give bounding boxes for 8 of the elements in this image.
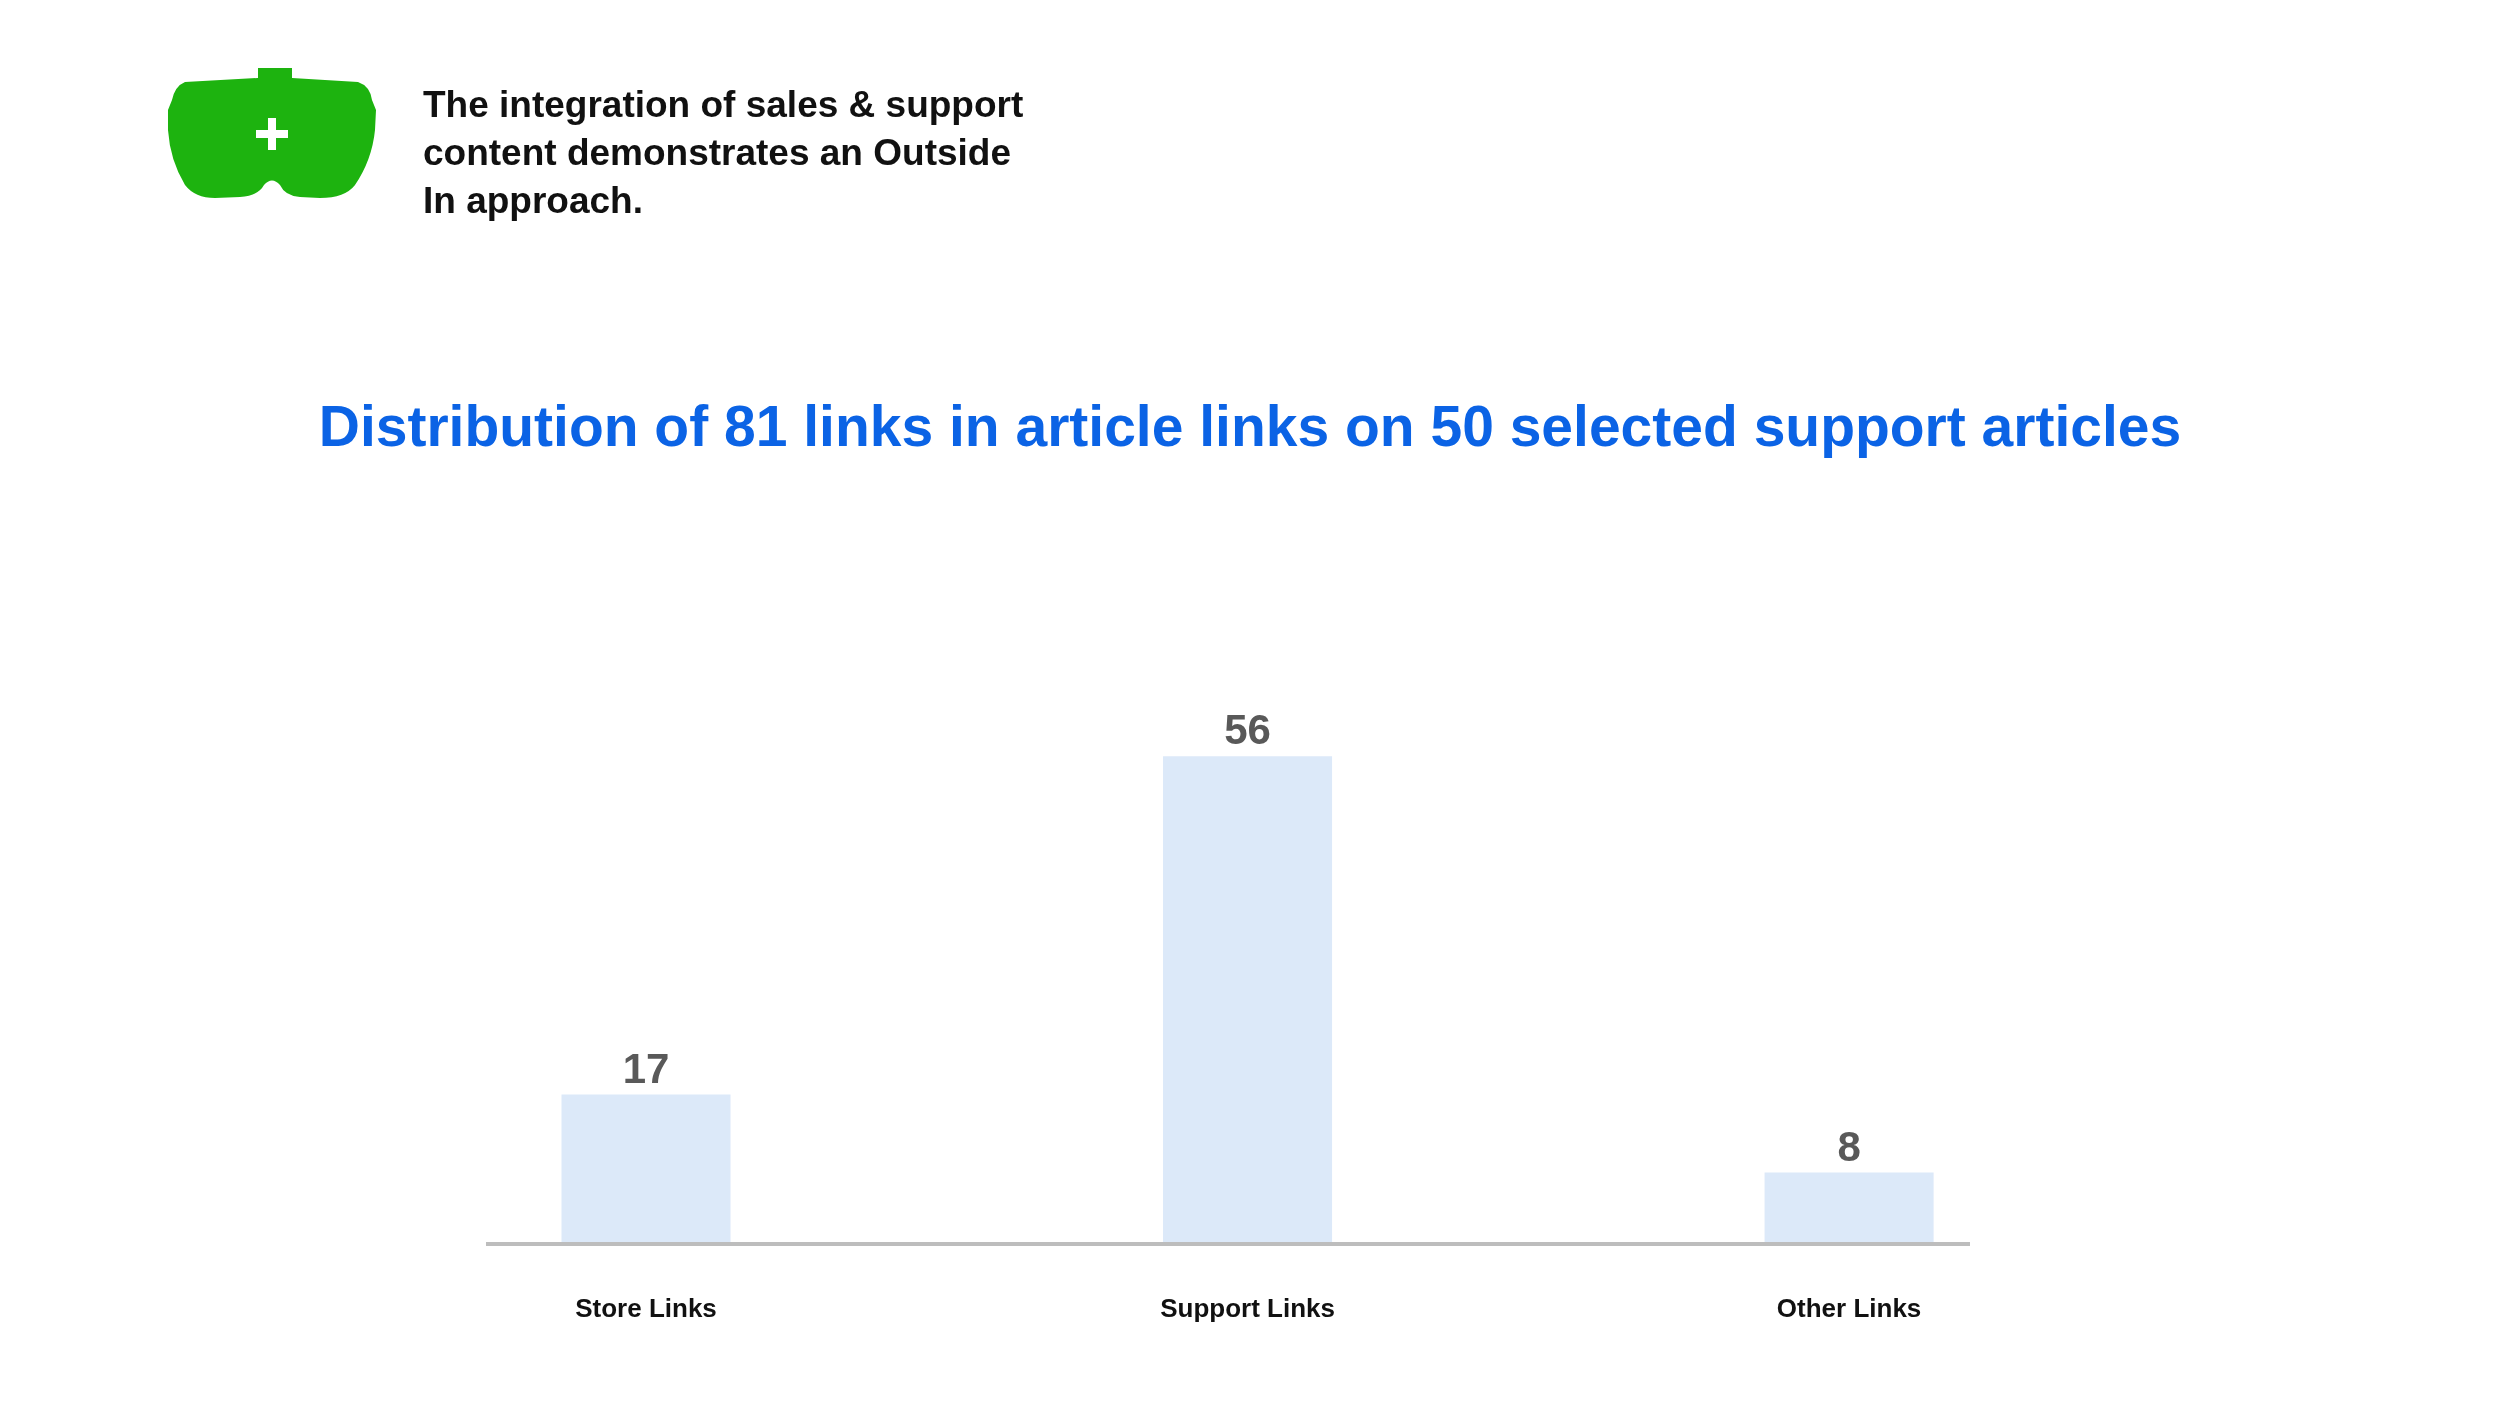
x-tick-label: Other Links: [1776, 1293, 1922, 1324]
x-tick-label: Support Links: [1160, 1293, 1335, 1324]
text: The integration of sales & support content demonstrates an Outside In approach.: [423, 84, 1024, 222]
x-tick-label: Store Links: [575, 1293, 717, 1324]
data-label: 8: [1837, 1122, 1861, 1170]
data-label: 17: [622, 1044, 670, 1092]
chart-title: Distribution of 81 links in article links on 50 selected support articles: [318, 393, 2182, 458]
data-label: 56: [1224, 706, 1271, 754]
